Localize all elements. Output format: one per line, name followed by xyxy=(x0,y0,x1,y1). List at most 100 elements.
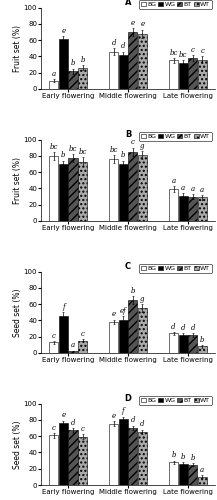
Text: e: e xyxy=(112,310,116,318)
Bar xyxy=(49,156,58,221)
Text: e: e xyxy=(140,20,145,28)
Text: d: d xyxy=(181,324,185,332)
Bar xyxy=(78,341,87,353)
Text: c: c xyxy=(131,138,135,146)
Bar xyxy=(188,58,197,89)
Bar xyxy=(169,334,178,353)
Legend: BG, WG, BT, WT: BG, WG, BT, WT xyxy=(139,0,212,9)
Text: d: d xyxy=(140,420,145,428)
Bar xyxy=(119,419,128,485)
Text: f: f xyxy=(122,408,125,416)
Text: a: a xyxy=(71,342,75,349)
Bar xyxy=(138,155,147,221)
Text: b: b xyxy=(171,452,176,460)
Bar xyxy=(78,162,87,221)
Text: d: d xyxy=(111,39,116,47)
Text: c: c xyxy=(81,330,84,338)
Text: d: d xyxy=(121,42,125,50)
Bar xyxy=(109,424,118,485)
Legend: BG, WG, BT, WT: BG, WG, BT, WT xyxy=(139,132,212,141)
Text: c: c xyxy=(191,46,195,54)
Bar xyxy=(128,152,137,221)
Text: bc: bc xyxy=(169,49,178,57)
Bar xyxy=(49,436,58,485)
Bar xyxy=(68,71,77,89)
Text: b: b xyxy=(191,454,195,462)
Bar xyxy=(198,477,207,485)
Bar xyxy=(138,432,147,485)
Y-axis label: Seed set (%): Seed set (%) xyxy=(13,420,22,469)
Text: g: g xyxy=(140,295,145,303)
Bar xyxy=(59,423,68,485)
Bar xyxy=(198,346,207,353)
Text: c: c xyxy=(81,426,84,434)
Text: bc: bc xyxy=(179,51,187,59)
Bar xyxy=(179,335,188,353)
Text: bc: bc xyxy=(109,146,118,154)
Text: b: b xyxy=(61,152,66,160)
Y-axis label: Fruit set (%): Fruit set (%) xyxy=(13,24,22,72)
Text: bc: bc xyxy=(78,148,87,156)
Bar xyxy=(109,322,118,353)
Text: b: b xyxy=(181,453,185,461)
Text: bc: bc xyxy=(50,142,58,150)
Text: b: b xyxy=(131,286,135,294)
Text: b: b xyxy=(80,56,85,64)
Text: d: d xyxy=(191,324,195,332)
Bar xyxy=(78,68,87,89)
Text: e: e xyxy=(61,27,66,35)
Y-axis label: Fruit set (%): Fruit set (%) xyxy=(13,156,22,204)
Bar xyxy=(59,316,68,353)
Bar xyxy=(188,335,197,353)
Text: e: e xyxy=(112,412,116,420)
Text: bc: bc xyxy=(69,145,77,153)
Bar xyxy=(49,81,58,89)
Legend: BG, WG, BT, WT: BG, WG, BT, WT xyxy=(139,264,212,273)
Bar xyxy=(109,52,118,89)
Text: B: B xyxy=(125,130,131,138)
Bar xyxy=(198,60,207,89)
Bar xyxy=(128,300,137,353)
Text: a: a xyxy=(200,466,204,474)
Text: A: A xyxy=(125,0,131,6)
Bar xyxy=(179,196,188,221)
Legend: BG, WG, BT, WT: BG, WG, BT, WT xyxy=(139,396,212,405)
Bar xyxy=(138,34,147,89)
Bar xyxy=(119,55,128,89)
Bar xyxy=(179,63,188,89)
Text: ef: ef xyxy=(120,307,127,315)
Text: a: a xyxy=(171,176,176,184)
Bar xyxy=(198,198,207,221)
Text: b: b xyxy=(121,152,125,160)
Bar xyxy=(119,164,128,221)
Text: c: c xyxy=(52,424,56,432)
Text: b: b xyxy=(200,336,204,344)
Bar xyxy=(59,40,68,89)
Text: D: D xyxy=(125,394,132,402)
Text: c: c xyxy=(52,332,56,340)
Text: a: a xyxy=(52,70,56,78)
Text: a: a xyxy=(191,185,195,193)
Bar xyxy=(49,342,58,353)
Text: C: C xyxy=(125,262,131,270)
Bar xyxy=(78,437,87,485)
Text: e: e xyxy=(61,412,66,420)
Bar xyxy=(128,32,137,89)
Text: d: d xyxy=(131,416,135,424)
Bar xyxy=(188,196,197,221)
Bar xyxy=(138,308,147,353)
Text: a: a xyxy=(181,184,185,192)
Text: e: e xyxy=(131,18,135,26)
Text: d: d xyxy=(171,322,176,330)
Text: c: c xyxy=(200,47,204,55)
Bar xyxy=(109,159,118,221)
Bar xyxy=(68,158,77,221)
Bar xyxy=(68,352,77,353)
Bar xyxy=(188,464,197,485)
Text: a: a xyxy=(200,186,204,194)
Text: g: g xyxy=(140,142,145,150)
Bar xyxy=(179,464,188,485)
Bar xyxy=(169,462,178,485)
Text: d: d xyxy=(71,418,75,426)
Bar xyxy=(119,320,128,353)
